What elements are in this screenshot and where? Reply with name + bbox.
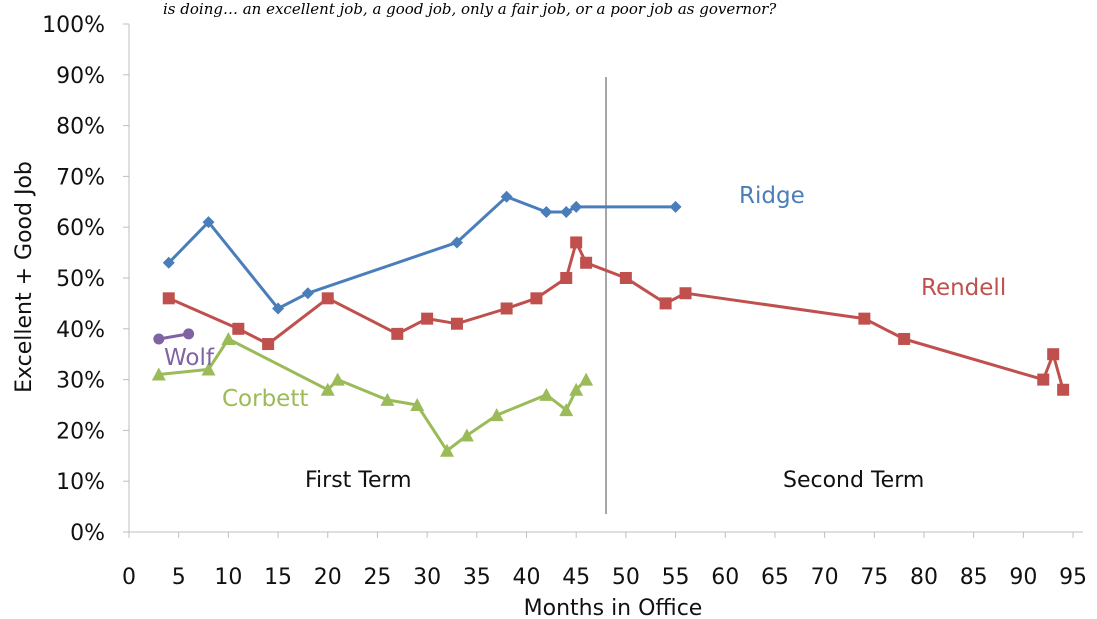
data-point-ridge: [202, 216, 215, 229]
series-line-corbett: [158, 337, 588, 453]
data-point-corbett: [440, 443, 454, 457]
x-tick-label: 15: [264, 565, 292, 590]
data-point-ridge: [301, 287, 314, 300]
y-tick-label: 60%: [56, 216, 105, 241]
data-point-rendell: [232, 322, 245, 335]
data-point-rendell: [858, 312, 871, 325]
data-point-corbett: [579, 372, 594, 386]
data-point-rendell: [679, 287, 692, 300]
series-layer: [151, 190, 1070, 457]
x-tick-label: 60: [711, 565, 739, 590]
chart-subtitle: is doing… an excellent job, a good job, …: [163, 0, 777, 18]
data-point-rendell: [1057, 383, 1070, 396]
data-point-rendell: [580, 256, 593, 269]
data-point-ridge: [162, 256, 175, 269]
x-tick-label: 75: [860, 565, 888, 590]
y-axis-title: Excellent + Good Job: [12, 161, 37, 393]
x-tick-label: 5: [172, 565, 186, 590]
x-axis: 0 5 10 15 20 25 30 35 40 45 50 55 60 65 70 75 80 85 90 95: [122, 531, 1087, 590]
data-point-rendell: [1037, 373, 1050, 386]
series-rendell: [162, 236, 1070, 396]
data-point-corbett: [539, 387, 554, 401]
data-point-rendell: [560, 272, 573, 284]
y-tick-label: 90%: [56, 64, 105, 89]
data-point-corbett: [459, 428, 474, 442]
data-point-ridge: [560, 205, 573, 218]
x-tick-label: 45: [562, 565, 590, 590]
y-tick-label: 50%: [56, 267, 105, 292]
series-wolf: [153, 328, 195, 345]
series-label-corbett: Corbett: [222, 386, 308, 412]
data-point-wolf: [153, 333, 165, 345]
y-tick-label: 0%: [70, 521, 105, 546]
data-point-corbett: [410, 398, 425, 411]
data-point-ridge: [669, 200, 682, 213]
y-tick-label: 20%: [56, 419, 105, 444]
x-tick-label: 20: [314, 565, 342, 590]
x-tick-label: 95: [1059, 565, 1087, 590]
data-point-rendell: [421, 312, 434, 325]
data-point-ridge: [272, 302, 285, 315]
x-axis-title: Months in Office: [524, 596, 703, 619]
data-point-corbett: [559, 403, 574, 417]
series-label-wolf: Wolf: [164, 345, 215, 371]
data-point-rendell: [619, 272, 632, 284]
y-tick-label: 80%: [56, 115, 105, 140]
data-point-rendell: [321, 292, 334, 305]
data-point-ridge: [500, 190, 513, 203]
data-point-corbett: [489, 408, 504, 422]
data-point-corbett: [380, 392, 395, 406]
data-point-corbett: [330, 372, 345, 386]
data-point-wolf: [183, 328, 195, 340]
data-point-rendell: [898, 332, 911, 345]
data-point-rendell: [570, 236, 583, 249]
data-point-ridge: [540, 205, 553, 218]
series-line-rendell: [168, 240, 1065, 391]
x-tick-label: 30: [413, 565, 441, 590]
data-point-corbett: [221, 331, 236, 345]
first-term-label: First Term: [305, 468, 412, 493]
x-tick-label: 65: [761, 565, 789, 590]
data-point-rendell: [391, 327, 404, 340]
data-point-corbett: [151, 367, 166, 381]
series-ridge: [162, 190, 682, 315]
data-point-corbett: [320, 382, 335, 396]
data-point-rendell: [1047, 348, 1060, 361]
x-tick-label: 55: [662, 565, 690, 590]
x-tick-label: 50: [612, 565, 640, 590]
series-label-rendell: Rendell: [921, 275, 1006, 301]
series-line-ridge: [167, 195, 676, 310]
data-point-ridge: [450, 236, 463, 249]
data-point-rendell: [262, 338, 275, 351]
data-point-corbett: [569, 382, 584, 396]
data-point-ridge: [570, 200, 583, 213]
data-point-rendell: [659, 297, 672, 310]
x-tick-label: 0: [122, 565, 136, 590]
y-tick-label: 10%: [56, 470, 105, 495]
y-tick-label: 30%: [56, 369, 105, 394]
second-term-label: Second Term: [783, 468, 924, 493]
data-point-rendell: [450, 317, 463, 330]
y-tick-label: 40%: [56, 318, 105, 343]
x-tick-label: 40: [513, 565, 541, 590]
series-corbett: [151, 331, 594, 457]
y-tick-label: 100%: [42, 13, 105, 38]
data-point-rendell: [500, 302, 513, 315]
x-tick-label: 80: [910, 565, 938, 590]
data-point-rendell: [530, 292, 543, 305]
x-tick-label: 25: [363, 565, 391, 590]
x-tick-label: 85: [960, 565, 988, 590]
data-point-corbett: [201, 362, 216, 376]
x-tick-label: 70: [811, 565, 839, 590]
data-point-rendell: [162, 292, 175, 305]
series-label-ridge: Ridge: [739, 183, 805, 209]
y-axis: 0% 10% 20% 30% 40% 50% 60% 70% 80% 90% 100%: [42, 13, 130, 546]
y-tick-label: 70%: [56, 165, 105, 190]
x-tick-label: 90: [1009, 565, 1037, 590]
x-tick-label: 35: [463, 565, 491, 590]
x-tick-label: 10: [214, 565, 242, 590]
